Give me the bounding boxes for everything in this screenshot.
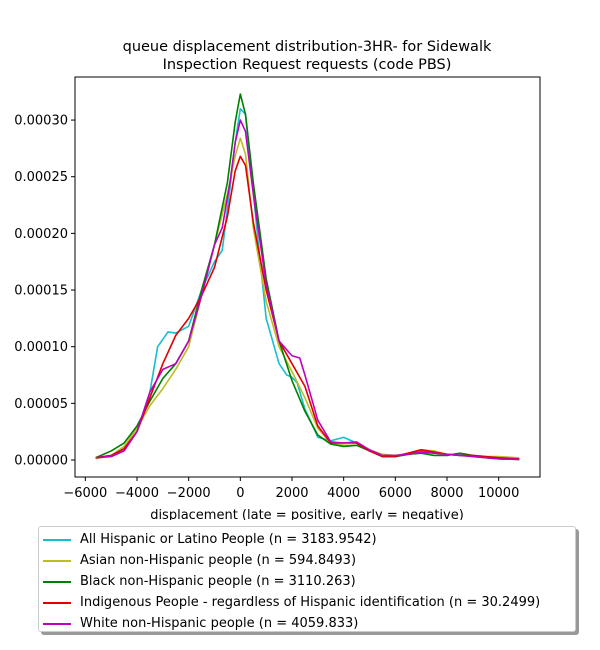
series-line-1 xyxy=(95,137,520,460)
x-tick-label: 4000 xyxy=(327,486,360,501)
legend-swatch xyxy=(43,622,71,625)
chart-title-line-2: Inspection Request requests (code PBS) xyxy=(163,57,452,73)
x-tick-label: −2000 xyxy=(167,486,211,501)
y-tick-label: 0.00030 xyxy=(14,114,68,129)
plot-area xyxy=(74,76,541,478)
x-tick-label: 0 xyxy=(236,486,244,501)
legend-swatch xyxy=(43,601,71,604)
legend-label: White non-Hispanic people (n = 4059.833) xyxy=(80,616,359,631)
y-tick-label: 0.00005 xyxy=(14,397,68,412)
x-tick-label: 2000 xyxy=(275,486,308,501)
x-tick-label: −4000 xyxy=(115,486,159,501)
series-line-2 xyxy=(95,93,520,461)
legend-item: Black non-Hispanic people (n = 3110.263) xyxy=(39,571,575,592)
legend-label: Black non-Hispanic people (n = 3110.263) xyxy=(80,574,356,589)
legend-item: White non-Hispanic people (n = 4059.833) xyxy=(39,613,575,634)
series-line-0 xyxy=(95,107,520,461)
legend-swatch xyxy=(43,559,71,562)
x-tick-label: 6000 xyxy=(379,486,412,501)
legend-label: Indigenous People - regardless of Hispan… xyxy=(80,595,541,610)
y-tick-label: 0.00000 xyxy=(14,454,68,469)
legend-item: Asian non-Hispanic people (n = 594.8493) xyxy=(39,550,575,571)
series-line-4 xyxy=(95,119,520,461)
legend-swatch xyxy=(43,580,71,583)
y-tick-label: 0.00010 xyxy=(14,340,68,355)
x-tick-label: 8000 xyxy=(430,486,463,501)
legend: All Hispanic or Latino People (n = 3183.… xyxy=(38,526,576,632)
legend-label: Asian non-Hispanic people (n = 594.8493) xyxy=(80,553,357,568)
legend-item: All Hispanic or Latino People (n = 3183.… xyxy=(39,529,575,550)
x-tick-label: −6000 xyxy=(63,486,107,501)
x-axis-label: displacement (late = positive, early = n… xyxy=(150,508,464,520)
legend-swatch xyxy=(43,538,71,541)
chart: queue displacement distribution-3HR- for… xyxy=(14,39,541,520)
legend-item: Indigenous People - regardless of Hispan… xyxy=(39,592,575,613)
chart-title-line-1: queue displacement distribution-3HR- for… xyxy=(123,39,492,55)
y-tick-label: 0.00025 xyxy=(14,170,68,185)
x-tick-label: 10000 xyxy=(478,486,519,501)
y-tick-label: 0.00015 xyxy=(14,284,68,299)
y-tick-label: 0.00020 xyxy=(14,227,68,242)
legend-label: All Hispanic or Latino People (n = 3183.… xyxy=(80,532,377,547)
